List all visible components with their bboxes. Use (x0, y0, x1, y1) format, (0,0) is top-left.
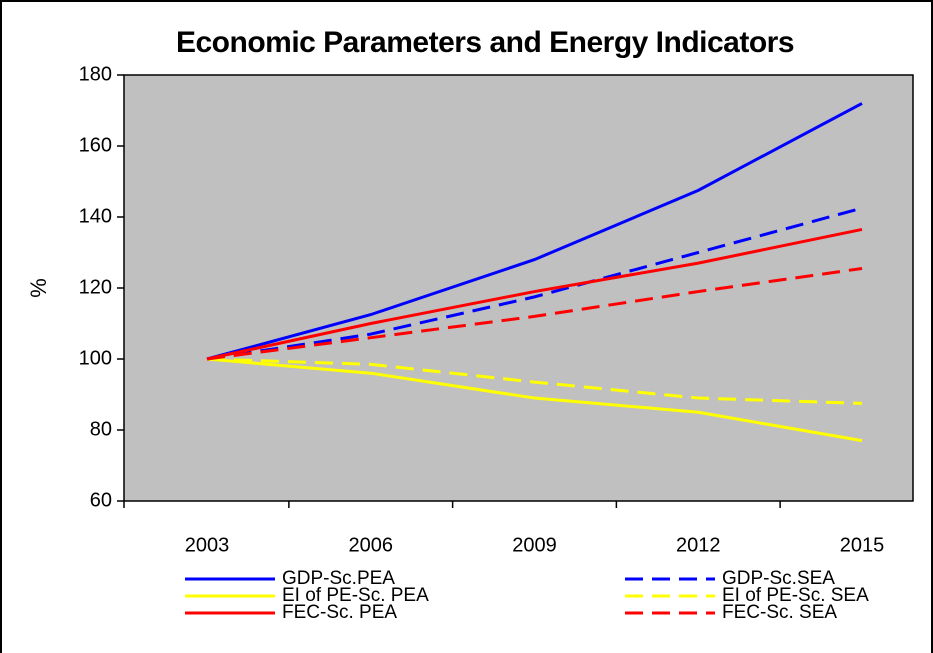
series-line (206, 227, 863, 361)
chart-title: Economic Parameters and Energy Indicator… (176, 26, 794, 59)
legend-label: GDP-Sc.SEA (722, 568, 835, 589)
y-axis-label: % (26, 278, 51, 298)
legend-label: FEC-Sc. SEA (722, 602, 837, 623)
x-tick-label: 2003 (185, 534, 230, 556)
series-line (206, 357, 863, 405)
x-tick-label: 2012 (676, 534, 721, 556)
y-tick-label: 80 (90, 418, 112, 440)
legend-label: GDP-Sc.PEA (282, 568, 395, 589)
x-tick-label: 2006 (349, 534, 394, 556)
x-tick-label: 2009 (512, 534, 557, 556)
y-tick-label: 160 (79, 134, 112, 156)
y-tick-label: 140 (79, 205, 112, 227)
y-tick-label: 120 (79, 276, 112, 298)
y-tick-label: 100 (79, 347, 112, 369)
y-tick-label: 180 (79, 63, 112, 85)
series-line (206, 266, 863, 361)
series-line (206, 102, 863, 361)
y-tick-label: 60 (90, 489, 112, 511)
series-line (206, 357, 863, 443)
legend-label: EI of PE-Sc. SEA (722, 585, 869, 606)
legend-label: FEC-Sc. PEA (282, 602, 397, 623)
series-line (206, 206, 863, 361)
legend-label: EI of PE-Sc. PEA (282, 585, 429, 606)
x-tick-label: 2015 (840, 534, 885, 556)
